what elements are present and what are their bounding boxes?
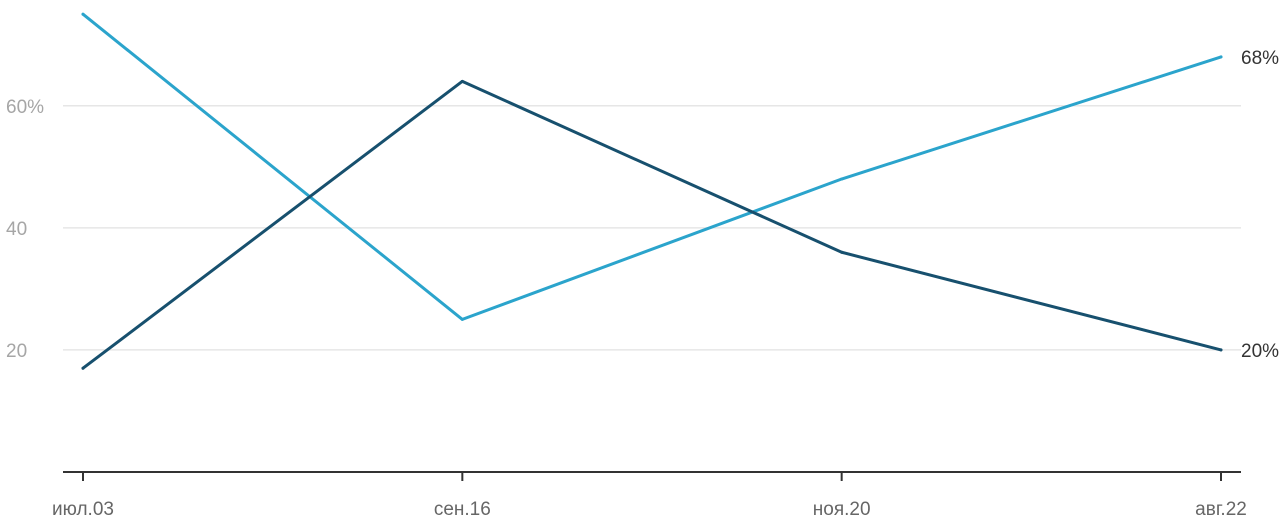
- data-point: [460, 317, 464, 321]
- y-tick-label: 40: [6, 219, 27, 240]
- x-tick-label: авг.22: [1195, 499, 1247, 518]
- x-tick-label: ноя.20: [813, 499, 871, 518]
- series-line-1: [81, 12, 1223, 321]
- grid-layer: [63, 105, 1241, 351]
- end-value-label: 20%: [1241, 341, 1279, 362]
- data-point: [460, 79, 464, 83]
- series-layer: [81, 12, 1223, 370]
- y-tick-label: 60%: [6, 97, 44, 118]
- data-point: [1219, 348, 1223, 352]
- y-axis-labels: 20 40 60%: [6, 97, 44, 362]
- y-tick-label: 20: [6, 341, 27, 362]
- x-axis-labels: июл.03 сен.16 ноя.20 авг.22: [52, 499, 1247, 518]
- x-axis: [63, 471, 1241, 481]
- data-point: [840, 177, 844, 181]
- data-point: [840, 250, 844, 254]
- data-point: [81, 366, 85, 370]
- end-labels: 68% 20%: [1241, 48, 1279, 362]
- series-line-2: [81, 79, 1223, 370]
- data-point: [81, 12, 85, 16]
- x-tick-label: июл.03: [52, 499, 114, 518]
- end-value-label: 68%: [1241, 48, 1279, 69]
- x-tick-label: сен.16: [434, 499, 491, 518]
- data-point: [1219, 55, 1223, 59]
